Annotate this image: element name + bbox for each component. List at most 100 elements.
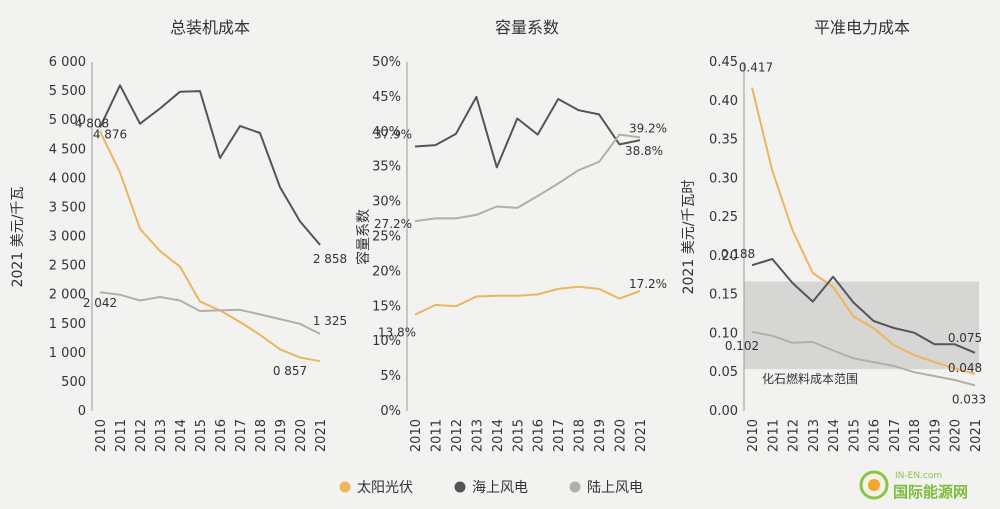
x-tick-label: 2014 xyxy=(174,419,189,452)
chart-title: 总装机成本 xyxy=(170,18,250,37)
legend: 太阳光伏 海上风电 陆上风电 xyxy=(339,480,643,496)
y-tick-label: 0.30 xyxy=(709,171,738,186)
logo-ring-icon xyxy=(859,470,889,500)
series-line-2 xyxy=(751,258,976,354)
data-label: 0.033 xyxy=(952,392,986,406)
x-tick-label: 2011 xyxy=(114,419,129,452)
x-tick-label: 2012 xyxy=(134,419,149,452)
series-line-1 xyxy=(414,285,641,316)
logo-dot-icon xyxy=(868,479,880,491)
x-tick-label: 2021 xyxy=(634,419,649,452)
data-label: 4 876 xyxy=(93,127,127,141)
data-label: 1 325 xyxy=(313,314,347,328)
series-line-3 xyxy=(751,330,976,387)
x-tick-label: 2011 xyxy=(766,419,781,452)
y-tick-label: 30% xyxy=(372,195,401,210)
chart-panel-1: 总装机成本 2021 美元/千瓦 0 500 1 000 1 500 2 000 2 500 3… xyxy=(10,18,347,452)
x-tick-label: 2013 xyxy=(470,419,485,452)
y-tick-label: 0.15 xyxy=(709,288,738,303)
data-label: 0.048 xyxy=(948,361,982,375)
x-tick-label: 2020 xyxy=(294,419,309,452)
x-tick-label: 2021 xyxy=(314,419,329,452)
chart-title: 容量系数 xyxy=(495,18,559,37)
data-label: 0.075 xyxy=(948,331,982,345)
y-tick-label: 0.35 xyxy=(709,133,738,148)
x-tick-label: 2012 xyxy=(450,419,465,452)
series-line-3 xyxy=(414,133,641,223)
y-tick-label: 2 500 xyxy=(49,259,86,274)
watermark-logo: IN-EN.com 国际能源网 xyxy=(859,470,968,501)
y-tick-label: 50% xyxy=(372,55,401,70)
x-tick-label: 2013 xyxy=(807,419,822,452)
x-tick-label: 2018 xyxy=(254,419,269,452)
x-tick-label: 2016 xyxy=(214,419,229,452)
data-label: 27.2% xyxy=(374,217,412,231)
y-tick-label: 0.00 xyxy=(709,404,738,419)
y-tick-label: 1 500 xyxy=(49,317,86,332)
x-tick-label: 2018 xyxy=(573,419,588,452)
data-label: 4 808 xyxy=(75,116,109,130)
x-tick-label: 2014 xyxy=(827,419,842,452)
x-tick-label: 2010 xyxy=(409,419,424,452)
x-tick-label: 2011 xyxy=(429,419,444,452)
fossil-fuel-band xyxy=(744,281,979,370)
y-tick-label: 0 xyxy=(78,404,86,419)
y-tick-label: 5 500 xyxy=(49,84,86,99)
legend-item-label: 陆上风电 xyxy=(587,480,643,496)
y-axis-label: 2021 美元/千瓦 xyxy=(10,187,26,288)
fossil-fuel-band-label: 化石燃料成本范围 xyxy=(762,371,858,386)
x-tick-label: 2020 xyxy=(614,419,629,452)
x-tick-label: 2015 xyxy=(511,419,526,452)
y-tick-label: 25% xyxy=(372,230,401,245)
y-tick-label: 0% xyxy=(380,404,401,419)
series-line-3 xyxy=(99,291,321,335)
y-tick-label: 40% xyxy=(372,125,401,140)
data-label: 2 858 xyxy=(313,252,347,266)
y-tick-label: 0.25 xyxy=(709,210,738,225)
y-tick-label: 0.45 xyxy=(709,55,738,70)
data-label: 0 857 xyxy=(273,364,307,378)
chart-title: 平准电力成本 xyxy=(814,18,910,37)
x-tick-label: 2017 xyxy=(888,419,903,452)
x-tick-label: 2019 xyxy=(593,419,608,452)
y-tick-label: 35% xyxy=(372,160,401,175)
x-tick-label: 2016 xyxy=(868,419,883,452)
y-tick-label: 0.05 xyxy=(709,365,738,380)
x-tick-label: 2018 xyxy=(908,419,923,452)
x-tick-label: 2012 xyxy=(787,419,802,452)
y-tick-label: 10% xyxy=(372,334,401,349)
x-tick-label: 2020 xyxy=(949,419,964,452)
y-tick-label: 20% xyxy=(372,264,401,279)
x-tick-label: 2015 xyxy=(847,419,862,452)
y-tick-label: 15% xyxy=(372,299,401,314)
x-tick-label: 2014 xyxy=(491,419,506,452)
series-line-1 xyxy=(99,130,321,363)
x-tick-label: 2013 xyxy=(154,419,169,452)
legend-marker xyxy=(569,481,581,493)
y-axis-label: 容量系数 xyxy=(355,209,372,265)
y-tick-label: 3 000 xyxy=(49,230,86,245)
data-label: 17.2% xyxy=(629,277,667,291)
y-tick-label: 45% xyxy=(372,90,401,105)
y-tick-label: 4 500 xyxy=(49,142,86,157)
y-axis-label: 2021 美元/千瓦时 xyxy=(681,180,697,295)
data-label: 0.188 xyxy=(721,247,755,261)
x-tick-label: 2010 xyxy=(746,419,761,452)
legend-item-label: 海上风电 xyxy=(472,480,528,496)
series-line-2 xyxy=(99,84,321,246)
y-tick-label: 500 xyxy=(61,375,86,390)
series-line-1 xyxy=(751,87,976,375)
x-tick-label: 2017 xyxy=(552,419,567,452)
y-tick-label: 5% xyxy=(380,369,401,384)
y-tick-label: 0.10 xyxy=(709,326,738,341)
data-label: 39.2% xyxy=(629,121,667,135)
x-tick-label: 2021 xyxy=(969,419,984,452)
data-label: 37.9% xyxy=(374,127,412,141)
watermark-text: 国际能源网 xyxy=(893,483,968,501)
watermark-brand: IN-EN.com xyxy=(895,471,942,481)
x-tick-label: 2019 xyxy=(274,419,289,452)
x-tick-label: 2019 xyxy=(928,419,943,452)
